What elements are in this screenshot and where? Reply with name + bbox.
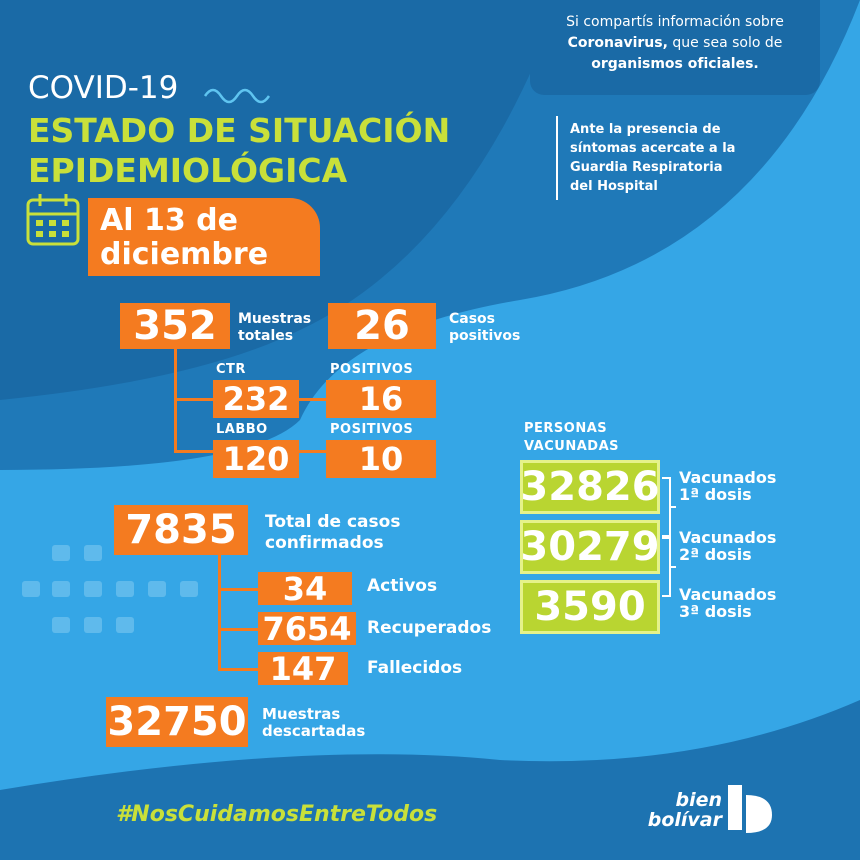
- label-line: Total de casos: [265, 512, 401, 532]
- stat-label: Total de casos confirmados: [265, 512, 400, 554]
- stat-label: Casos positivos: [449, 311, 520, 345]
- notice-line: organismos oficiales.: [591, 56, 759, 72]
- label-line: Muestras: [238, 311, 312, 327]
- label-line: confirmados: [265, 533, 384, 553]
- logo-line: bolívar: [647, 809, 722, 831]
- stat-label: Muestras descartadas: [262, 706, 365, 740]
- kicker: COVID-19: [28, 70, 179, 106]
- vaccination-title: PERSONAS VACUNADAS: [524, 420, 619, 456]
- stat-label: Recuperados: [367, 618, 492, 638]
- advice: Ante la presencia de síntomas acercate a…: [570, 120, 735, 196]
- sub-label: POSITIVOS: [330, 422, 414, 437]
- label-line: VACUNADAS: [524, 439, 619, 454]
- connector: [299, 450, 327, 453]
- label-line: Muestras: [262, 705, 341, 723]
- notice-text: que sea solo de: [672, 35, 783, 51]
- dose-value: 3590: [520, 580, 660, 634]
- date-line: diciembre: [100, 237, 269, 272]
- notice-line: Si compartís información sobre: [566, 14, 784, 30]
- connector: [218, 588, 258, 591]
- label-line: descartadas: [262, 722, 366, 740]
- date-line: Al 13 de: [100, 203, 238, 238]
- notice-line: Coronavirus, que sea solo de: [530, 33, 820, 54]
- date-box: Al 13 de diciembre: [88, 198, 320, 276]
- connector: [174, 398, 214, 401]
- dose-label: Vacunados 3ª dosis: [679, 586, 776, 620]
- stat-label: Muestras totales: [238, 311, 311, 345]
- dose-value: 30279: [520, 520, 660, 574]
- label-line: 1ª dosis: [679, 485, 752, 504]
- stat-value: 147: [258, 650, 348, 688]
- stat-value: 16: [326, 380, 436, 418]
- label-line: Vacunados: [679, 468, 777, 487]
- stat-value: 32750: [106, 697, 248, 747]
- label-line: PERSONAS: [524, 421, 608, 436]
- stat-label: Activos: [367, 576, 438, 596]
- dose-label: Vacunados 1ª dosis: [679, 469, 776, 503]
- stat-value: 352: [120, 303, 230, 349]
- stat-value: 232: [213, 380, 299, 418]
- label-line: Vacunados: [679, 528, 777, 547]
- notice: Si compartís información sobre Coronavir…: [530, 0, 820, 95]
- label-line: positivos: [449, 328, 521, 344]
- stat-value: 34: [258, 570, 352, 608]
- label-line: Casos: [449, 311, 496, 327]
- notice-bold: Coronavirus,: [567, 35, 668, 51]
- title-line: EPIDEMIOLÓGICA: [28, 151, 348, 190]
- divider: [556, 116, 558, 200]
- hashtag: #NosCuidamosEntreTodos: [116, 802, 438, 827]
- advice-line: del Hospital: [570, 179, 658, 194]
- advice-line: Guardia Respiratoria: [570, 160, 723, 175]
- connector: [218, 555, 221, 670]
- connector: [174, 450, 214, 453]
- connector: [218, 628, 258, 631]
- stat-label: Fallecidos: [367, 658, 463, 678]
- dose-label: Vacunados 2ª dosis: [679, 529, 776, 563]
- connector: [299, 398, 327, 401]
- advice-line: Ante la presencia de: [570, 122, 721, 137]
- sub-label: CTR: [216, 362, 246, 377]
- label-line: totales: [238, 328, 294, 344]
- title-line: ESTADO DE SITUACIÓN: [28, 111, 451, 150]
- label-line: Vacunados: [679, 585, 777, 604]
- connector: [218, 668, 258, 671]
- stat-value: 10: [326, 440, 436, 478]
- stat-value: 120: [213, 440, 299, 478]
- logo: bien bolívar: [630, 790, 722, 830]
- sub-label: LABBO: [216, 422, 268, 437]
- stat-value: 7835: [114, 505, 248, 555]
- advice-line: síntomas acercate a la: [570, 141, 736, 156]
- sub-label: POSITIVOS: [330, 362, 414, 377]
- logo-line: bien: [675, 789, 722, 811]
- label-line: 2ª dosis: [679, 545, 752, 564]
- label-line: 3ª dosis: [679, 602, 752, 621]
- stat-value: 7654: [258, 610, 356, 648]
- stat-value: 26: [328, 303, 436, 349]
- dose-value: 32826: [520, 460, 660, 514]
- title: ESTADO DE SITUACIÓN EPIDEMIOLÓGICA: [28, 111, 450, 191]
